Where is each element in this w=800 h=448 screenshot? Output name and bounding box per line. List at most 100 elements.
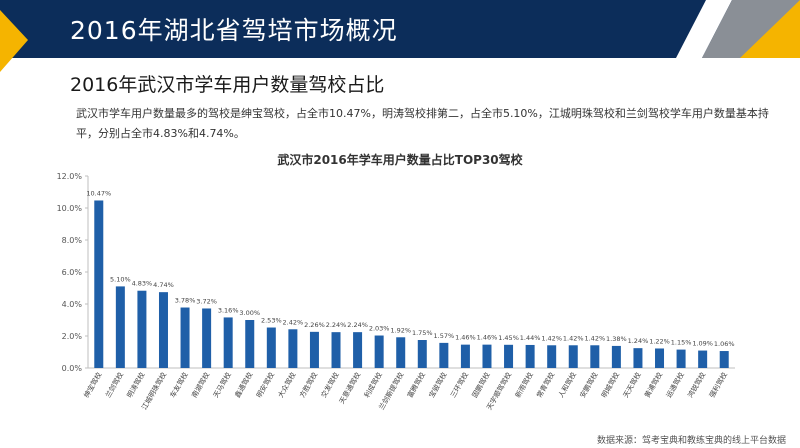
bar [439, 342, 449, 368]
corner-yellow-left [0, 10, 28, 72]
y-tick-label: 2.0% [62, 332, 83, 341]
x-category-label: 兰剑驾校 [103, 371, 125, 400]
bar [137, 290, 147, 368]
bar [245, 320, 255, 368]
y-tick-label: 10.0% [57, 204, 83, 213]
x-category-label: 宝骏驾校 [427, 371, 449, 400]
y-tick-label: 6.0% [62, 268, 83, 277]
section-description: 武汉市学车用户数量最多的驾校是绅宝驾校，占全市10.47%，明涛驾校排第二，占全… [76, 107, 769, 140]
bar [547, 345, 557, 368]
bar [94, 200, 104, 368]
bar [676, 349, 686, 368]
bar [223, 317, 233, 368]
bar [590, 345, 600, 368]
x-category-label: 人和驾校 [556, 371, 578, 400]
page-title: 2016年湖北省驾培市场概况 [70, 16, 398, 45]
bar [180, 307, 190, 368]
bar-value-label: 1.46% [477, 334, 498, 342]
bar [331, 332, 341, 368]
y-tick-label: 4.0% [62, 300, 83, 309]
bar-value-label: 1.92% [390, 326, 411, 334]
x-category-label: 明安驾校 [254, 371, 276, 400]
section-subtitle: 2016年武汉市学车用户数量驾校占比 [70, 74, 385, 96]
corner-yellow-right [740, 0, 800, 58]
x-category-label: 固鹏驾校 [470, 371, 492, 400]
x-category-label: 鑫通驾校 [233, 371, 255, 400]
bar [504, 344, 514, 368]
bar [568, 345, 578, 368]
x-category-label: 天意通驾校 [337, 371, 362, 406]
bar-value-label: 10.47% [86, 189, 111, 197]
x-category-label: 车友驾校 [168, 371, 190, 400]
bar [266, 327, 276, 368]
bar-value-label: 1.42% [584, 334, 605, 342]
bar [482, 344, 492, 368]
y-tick-label: 12.0% [57, 172, 83, 181]
bar-value-label: 2.24% [347, 321, 368, 329]
bar-value-label: 4.83% [132, 280, 153, 288]
bar-value-label: 1.57% [434, 332, 455, 340]
bar [698, 350, 708, 368]
x-category-label: 运通驾校 [664, 371, 686, 400]
bar [460, 344, 470, 368]
x-category-label: 富腾驾校 [405, 371, 427, 400]
bar-value-label: 3.72% [196, 297, 217, 305]
bar-value-label: 2.24% [326, 321, 347, 329]
x-category-label: 天天驾校 [621, 371, 643, 400]
bar-value-label: 2.26% [304, 321, 325, 329]
bar-value-label: 3.16% [218, 306, 239, 314]
x-category-label: 安鹏驾校 [578, 371, 600, 400]
bar [353, 332, 363, 368]
bar [633, 348, 643, 368]
bar-value-label: 1.09% [692, 340, 713, 348]
x-category-label: 常青驾校 [535, 371, 557, 400]
bar-value-label: 3.78% [175, 297, 196, 305]
bar-value-label: 5.10% [110, 275, 131, 283]
bar [309, 331, 319, 368]
bar [288, 329, 298, 368]
bar-value-label: 1.06% [714, 340, 735, 348]
x-category-label: 绅宝驾校 [82, 371, 104, 400]
bar-value-label: 1.42% [541, 334, 562, 342]
bar [417, 340, 427, 368]
x-category-label: 南湖驾校 [190, 371, 212, 400]
x-category-label: 方胜驾校 [297, 371, 319, 400]
x-category-label: 黄浦驾校 [642, 371, 664, 400]
y-tick-label: 0.0% [62, 364, 83, 373]
bar-value-label: 2.03% [369, 325, 390, 333]
bar [374, 335, 384, 368]
x-category-label: 大众驾校 [276, 371, 298, 400]
x-category-label: 交发驾校 [319, 371, 341, 400]
bar [655, 348, 665, 368]
y-tick-label: 8.0% [62, 236, 83, 245]
x-category-label: 强利驾校 [707, 371, 729, 400]
bar-value-label: 1.22% [649, 337, 670, 345]
bar [719, 351, 729, 368]
x-category-label: 鸿锐驾校 [686, 371, 708, 400]
bar-value-label: 1.15% [671, 339, 692, 347]
x-category-label: 利成驾校 [362, 371, 384, 400]
corner-white-stripe [676, 0, 732, 58]
bar-value-label: 3.00% [239, 309, 260, 317]
x-category-label: 明涛驾校 [125, 371, 147, 400]
bar-value-label: 1.75% [412, 329, 433, 337]
bar [525, 344, 535, 368]
chart-title: 武汉市2016年学车用户数量占比TOP30驾校 [277, 153, 523, 167]
bar-value-label: 2.42% [283, 318, 304, 326]
bar-value-label: 4.74% [153, 281, 174, 289]
data-source-note: 数据来源：驾考宝典和教练宝典的线上平台数据 [596, 436, 786, 446]
bar-value-label: 1.45% [498, 334, 519, 342]
bar [202, 308, 212, 368]
bar [611, 345, 621, 368]
bar-value-label: 1.44% [520, 334, 541, 342]
header-bar [0, 0, 800, 58]
bar [115, 286, 125, 368]
bar [158, 292, 168, 368]
x-category-label: 新雨驾校 [513, 371, 535, 400]
x-category-label: 明城驾校 [599, 371, 621, 400]
bar-value-label: 1.24% [628, 337, 649, 345]
x-category-label: 天马驾校 [211, 371, 233, 400]
bar [396, 337, 406, 368]
bar-value-label: 1.38% [606, 335, 627, 343]
